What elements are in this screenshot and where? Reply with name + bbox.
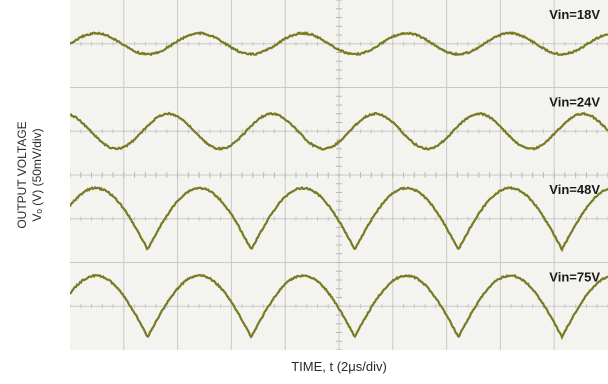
trace-vin-24v: [70, 111, 608, 151]
y-axis-label: OUTPUT VOLTAGE Vₒ (V) (50mV/div): [0, 0, 60, 350]
traces: [70, 31, 608, 341]
trace-vin-75v: [70, 273, 608, 341]
x-axis-label: TIME, t (2μs/div): [291, 359, 387, 374]
series-label: Vin=18V: [549, 7, 600, 22]
series-labels: Vin=18V Vin=24V Vin=48V Vin=75V: [549, 7, 600, 285]
series-label: Vin=75V: [549, 270, 600, 285]
trace-vin-18v: [70, 31, 608, 57]
series-label: Vin=48V: [549, 182, 600, 197]
oscilloscope-plot: Vin=18V Vin=24V Vin=48V Vin=75V: [70, 0, 608, 350]
y-axis-label-line1: OUTPUT VOLTAGE: [15, 121, 29, 229]
trace-vin-48v: [70, 185, 608, 253]
series-label: Vin=24V: [549, 95, 600, 110]
grid: [70, 0, 608, 350]
y-axis-label-line2: Vₒ (V) (50mV/div): [30, 128, 44, 222]
